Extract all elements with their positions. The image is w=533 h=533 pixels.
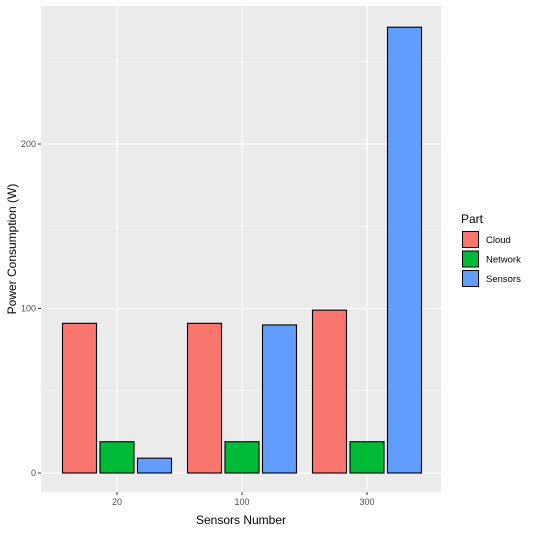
bars	[61, 26, 423, 474]
x-tick-label: 100	[234, 497, 249, 507]
panel-background	[41, 6, 441, 492]
legend-swatch-sensors	[462, 270, 479, 287]
bar-cloud-20	[61, 322, 98, 474]
x-tick-label: 20	[112, 497, 122, 507]
bar-network-100	[224, 441, 260, 474]
legend: Part Cloud Network Sensors	[461, 212, 521, 287]
bar-sensors-300	[386, 26, 423, 474]
x-tick-label: 300	[359, 497, 374, 507]
bar-sensors-100	[261, 324, 298, 474]
legend-label-sensors: Sensors	[486, 274, 521, 285]
legend-title: Part	[461, 212, 484, 226]
legend-label-network: Network	[486, 255, 521, 266]
bar-network-20	[99, 441, 135, 474]
x-axis-title: Sensors Number	[196, 513, 286, 527]
legend-swatch-network	[462, 250, 479, 268]
minor-gridlines	[41, 61, 441, 392]
y-axis: 0 100 200	[21, 139, 41, 478]
legend-label-cloud: Cloud	[486, 235, 511, 246]
bar-network-300	[349, 441, 385, 474]
bar-cloud-100	[186, 322, 223, 474]
y-tick-label: 0	[31, 468, 36, 478]
bar-cloud-300	[311, 309, 348, 474]
legend-swatch-cloud	[462, 231, 479, 248]
y-tick-label: 200	[21, 139, 36, 149]
y-tick-label: 100	[21, 304, 36, 314]
y-axis-title: Power Consumption (W)	[5, 184, 19, 315]
x-axis: 20 100 300	[112, 492, 375, 507]
bar-sensors-20	[136, 457, 173, 474]
